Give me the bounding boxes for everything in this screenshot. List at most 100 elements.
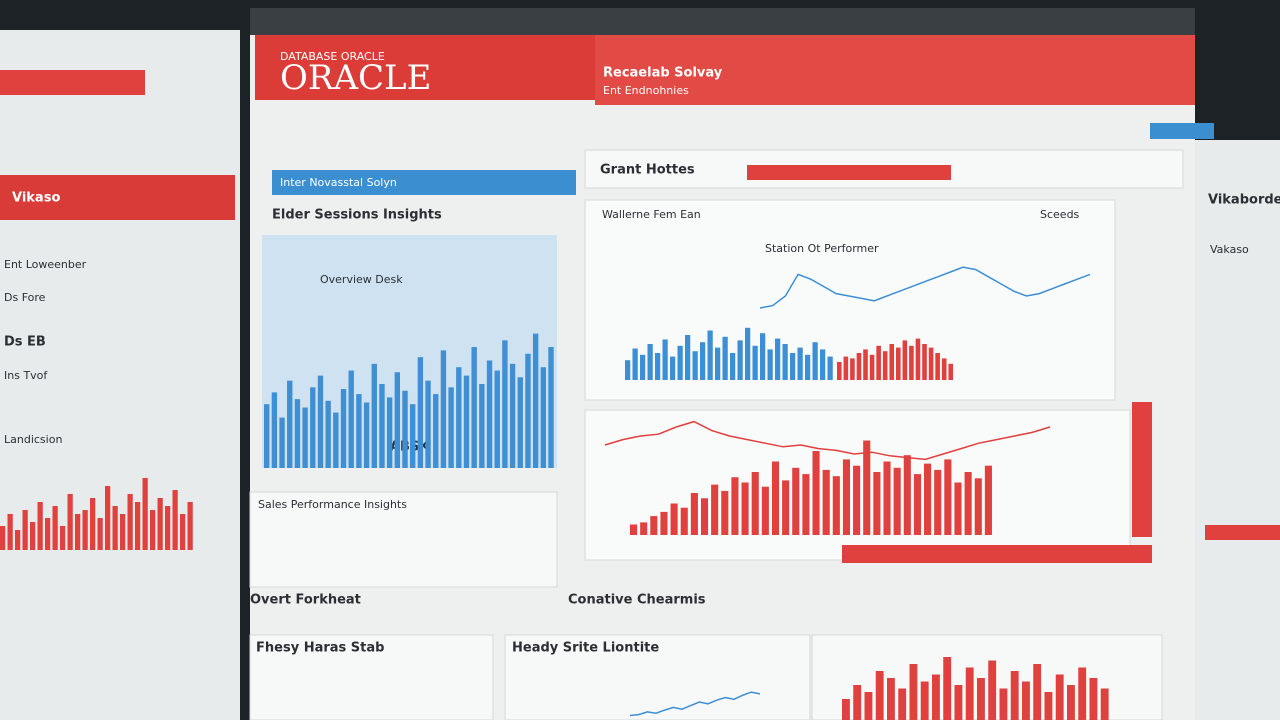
bar (730, 353, 736, 380)
bar (974, 478, 982, 535)
bar (913, 474, 921, 535)
bottom-card-title: Fhesy Haras Stab (256, 641, 384, 656)
bar (294, 399, 301, 468)
bar (869, 354, 875, 380)
bar (363, 402, 370, 468)
bar (1100, 688, 1109, 720)
sidebar-item: Ds EB (4, 335, 46, 350)
bar (850, 358, 855, 380)
bar (887, 678, 895, 720)
bar (935, 353, 940, 380)
bar (279, 417, 285, 468)
line (604, 420, 1051, 461)
sidebar-bar (0, 70, 145, 95)
bar (853, 685, 862, 720)
bar (1067, 685, 1075, 720)
bar (180, 514, 186, 550)
bar (924, 463, 932, 535)
bar (876, 345, 881, 380)
left-banner (272, 170, 576, 195)
bar (903, 455, 911, 535)
bar (127, 494, 133, 550)
section-title: Grant Hottes (600, 163, 695, 178)
right-panel (1195, 140, 1280, 720)
bar (700, 498, 709, 535)
bar (928, 347, 934, 380)
bar (456, 367, 462, 468)
bar (463, 375, 470, 468)
bar (448, 387, 454, 468)
bar (920, 681, 929, 720)
bar (15, 530, 21, 550)
bar (75, 514, 81, 550)
bar (873, 472, 881, 535)
bar (820, 349, 826, 380)
bar (842, 459, 851, 535)
bar (792, 467, 800, 535)
bar (954, 482, 962, 535)
bar (165, 506, 171, 550)
bar (882, 351, 888, 380)
sidebar-banner-text: Vikaso (12, 191, 60, 206)
bar (856, 353, 862, 380)
bar (984, 465, 992, 535)
bar (640, 354, 646, 380)
line (759, 266, 1091, 309)
bottom-mid-title: Conative Chearmis (568, 593, 706, 608)
bar (837, 362, 842, 380)
bar (864, 692, 873, 720)
bar (650, 516, 658, 535)
bar (630, 524, 638, 535)
bar (187, 502, 193, 550)
bar (640, 522, 648, 535)
bar (1010, 671, 1019, 720)
left-sidebar (0, 30, 240, 720)
bar (767, 349, 773, 380)
bar (883, 461, 891, 535)
bar (1033, 664, 1042, 720)
bar (790, 353, 796, 380)
bar (853, 465, 861, 535)
sidebar-banner (0, 175, 235, 220)
bar (843, 356, 849, 380)
sidebar-item: Ins Tvof (4, 369, 48, 382)
bar (812, 342, 818, 380)
bottom-card (249, 634, 494, 720)
right-title: Vikabordel (1208, 193, 1280, 208)
bar (655, 353, 661, 380)
bar (782, 480, 790, 535)
bar (540, 367, 547, 468)
bar (471, 347, 477, 468)
sidebar-item: Ds Fore (4, 291, 46, 304)
bar (310, 387, 316, 468)
bottom-left-title: Overt Forkheat (250, 593, 361, 608)
bar (325, 400, 331, 468)
main-side-value: Sceeds (1040, 208, 1080, 221)
bar (371, 363, 377, 468)
bar (677, 345, 683, 380)
right-item: Vakaso (1210, 243, 1249, 256)
bar (782, 344, 788, 380)
bar (502, 340, 508, 468)
header-title: Recaelab Solvay (603, 66, 723, 81)
bar (934, 469, 942, 535)
bar (685, 335, 691, 380)
bar (486, 360, 493, 468)
bar (45, 518, 51, 550)
bar (771, 461, 780, 535)
logo-header (255, 35, 595, 100)
bar (977, 678, 985, 720)
bar (915, 338, 921, 380)
bar (494, 370, 500, 468)
bar (745, 327, 751, 380)
bar (692, 351, 698, 380)
tagline: DATABASE ORACLE (280, 50, 385, 63)
bar (954, 685, 963, 720)
button[interactable] (1150, 123, 1214, 139)
bar (433, 394, 439, 468)
bar (842, 699, 850, 720)
bar (302, 407, 308, 468)
logo: ORACLE (280, 58, 431, 98)
